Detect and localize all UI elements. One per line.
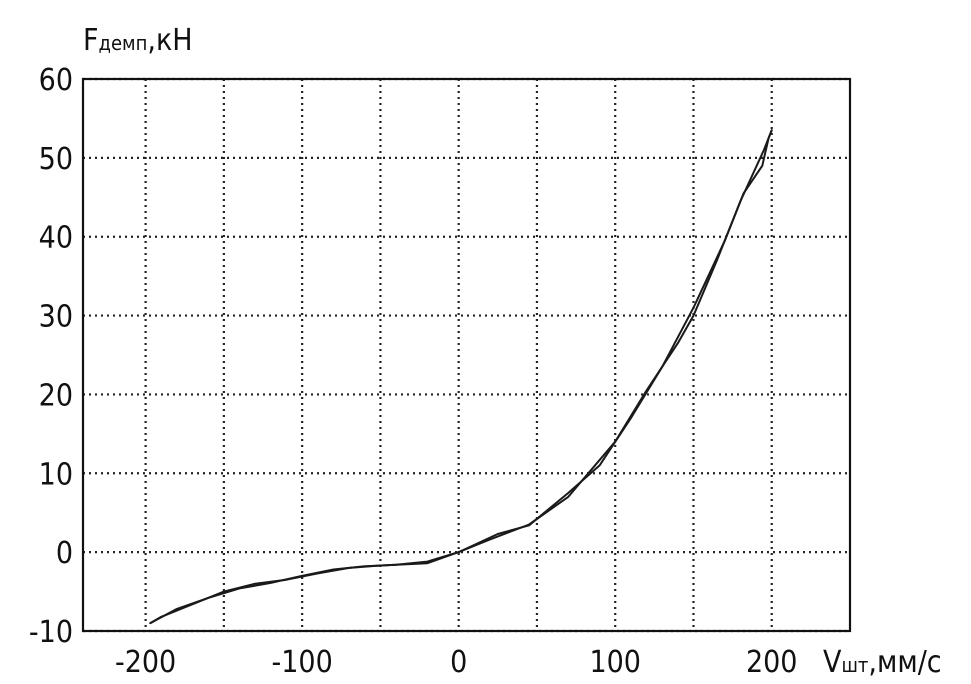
y-tick-labels: -10 0 10 20 30 40 50 60 (29, 63, 73, 650)
y-tick-label: 10 (39, 457, 73, 492)
x-axis-title-main: V (823, 645, 842, 680)
curves (149, 129, 773, 625)
y-axis-title-unit: ,кН (147, 23, 192, 58)
y-tick-label: 40 (39, 221, 73, 256)
y-axis-title-main: F (83, 23, 99, 58)
x-tick-label: 200 (746, 645, 798, 680)
y-tick-label: 20 (39, 378, 73, 413)
x-tick-label: -100 (272, 645, 333, 680)
plot-frame (81, 77, 852, 633)
y-tick-label: 60 (39, 63, 73, 98)
series-line-2 (149, 129, 773, 625)
x-axis-title-unit: ,мм/с (868, 645, 941, 680)
y-axis-title-sub: демп (99, 31, 148, 55)
series-line-1 (149, 129, 773, 625)
x-tick-label: 0 (450, 645, 467, 680)
x-tick-label: 100 (589, 645, 641, 680)
y-tick-label: -10 (29, 615, 73, 650)
y-axis-title: Fдемп,кН (83, 23, 193, 58)
y-tick-label: 0 (56, 536, 73, 571)
x-axis-title-sub: шт (841, 653, 868, 677)
y-tick-label: 30 (39, 300, 73, 335)
x-tick-label: -200 (115, 645, 176, 680)
y-tick-label: 50 (39, 142, 73, 177)
x-axis-title: Vшт,мм/с (823, 645, 942, 680)
x-tick-labels: -200 -100 0 100 200 (115, 645, 798, 680)
